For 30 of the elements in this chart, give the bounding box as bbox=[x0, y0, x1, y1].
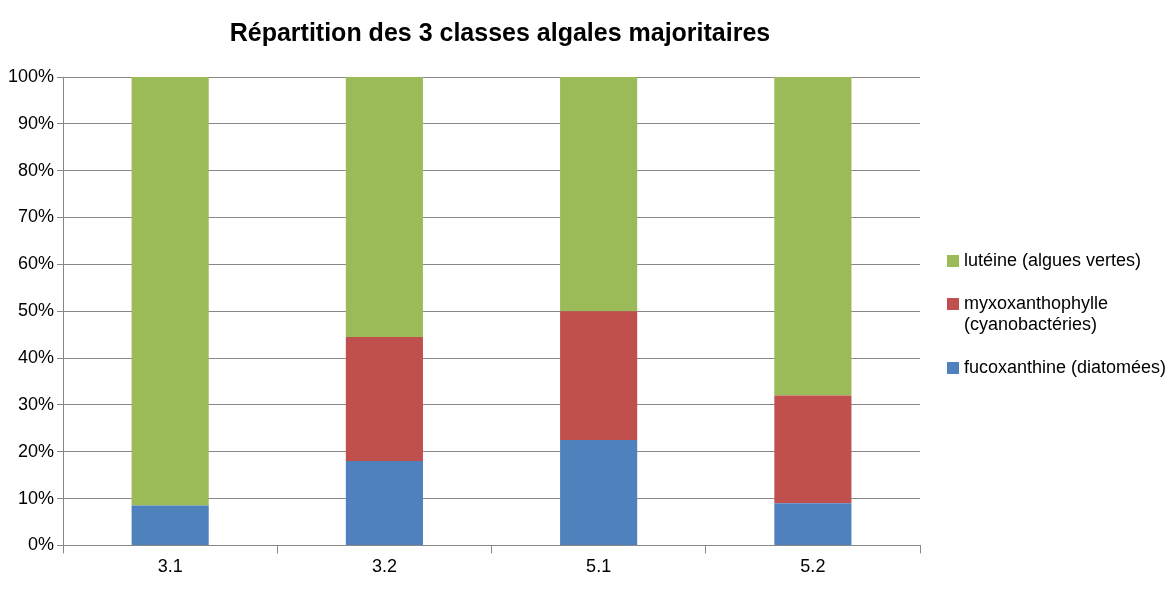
y-tick-label: 30% bbox=[18, 393, 55, 414]
y-tick-label: 80% bbox=[18, 159, 55, 180]
bar bbox=[774, 503, 852, 545]
x-tick-label: 3.2 bbox=[371, 556, 397, 577]
y-tick-label: 70% bbox=[18, 206, 55, 227]
y-tick-label: 90% bbox=[18, 112, 55, 133]
bar bbox=[774, 395, 852, 504]
legend-label: fucoxanthine (diatomées) bbox=[964, 357, 1167, 378]
bar bbox=[131, 505, 209, 545]
bar bbox=[345, 77, 423, 337]
bar bbox=[560, 77, 638, 312]
x-tick-label: 3.1 bbox=[157, 556, 183, 577]
bar bbox=[345, 336, 423, 462]
x-tick-label: 5.1 bbox=[586, 556, 612, 577]
bar bbox=[774, 77, 852, 396]
y-tick-label: 50% bbox=[18, 300, 55, 321]
bar bbox=[560, 311, 638, 441]
chart-title: Répartition des 3 classes algales majoritaires bbox=[228, 18, 772, 47]
y-tick-label: 60% bbox=[18, 253, 55, 274]
bar bbox=[560, 440, 638, 545]
bar bbox=[345, 461, 423, 545]
y-tick-label: 0% bbox=[28, 534, 55, 555]
legend-label: myxoxanthophylle (cyanobactéries) bbox=[964, 293, 1110, 335]
y-tick-label: 10% bbox=[18, 487, 55, 508]
y-tick-label: 100% bbox=[7, 65, 55, 86]
legend-label: lutéine (algues vertes) bbox=[964, 250, 1142, 271]
y-tick-label: 40% bbox=[18, 347, 55, 368]
x-tick-label: 5.2 bbox=[800, 556, 826, 577]
y-tick-label: 20% bbox=[18, 440, 55, 461]
bar bbox=[131, 77, 209, 506]
